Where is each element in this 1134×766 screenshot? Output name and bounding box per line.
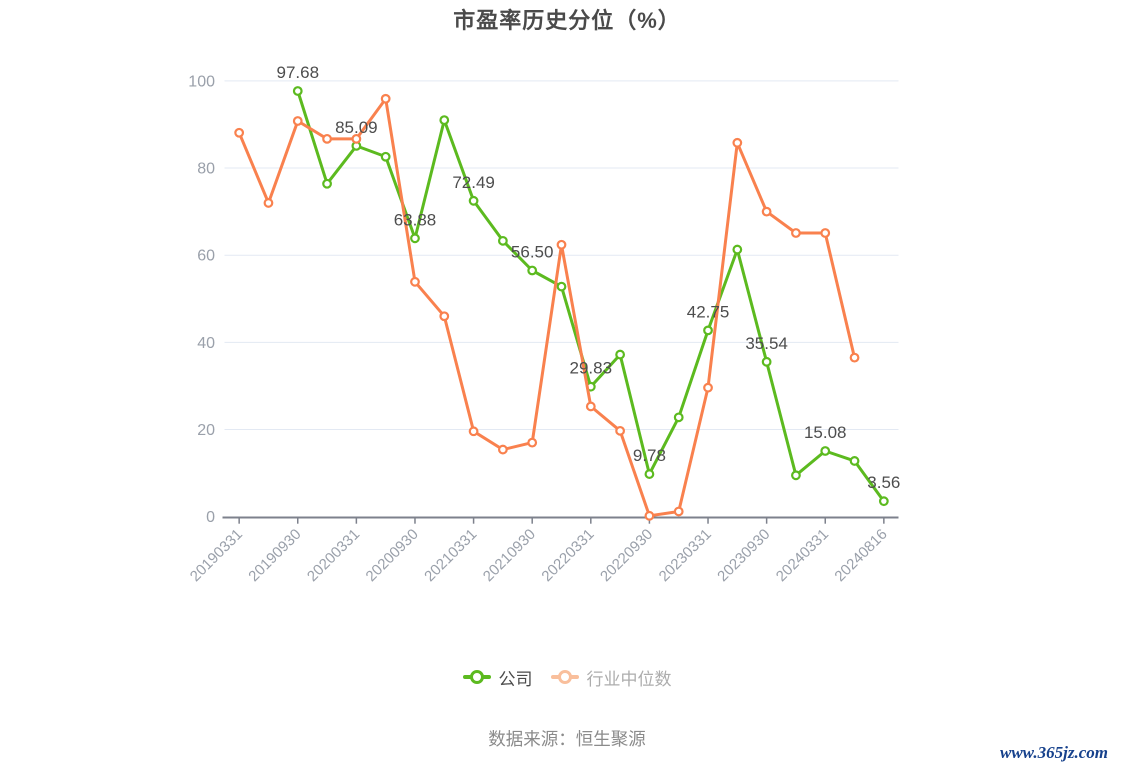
data-labels: 97.68 85.09 63.88 72.49 56.50 29.83 9.78 42.75 3… <box>276 63 900 492</box>
x-tick-label: 20230331 <box>656 526 715 585</box>
data-point-label: 85.09 <box>335 118 378 137</box>
data-point-marker[interactable] <box>615 425 626 436</box>
company-line-marker-icon <box>462 670 491 684</box>
x-tick-label: 20220930 <box>597 526 656 585</box>
y-gridlines <box>224 80 899 431</box>
data-point-marker[interactable] <box>410 276 420 287</box>
data-point-label: 56.50 <box>511 242 554 261</box>
data-point-marker[interactable] <box>322 133 332 144</box>
x-tick-label: 20200930 <box>363 526 422 585</box>
data-point-marker[interactable] <box>468 426 479 437</box>
data-point-label: 63.88 <box>394 210 437 229</box>
x-tick-label: 20200331 <box>304 526 363 585</box>
data-point-label: 72.49 <box>452 173 495 192</box>
site-watermark: www.365jz.com <box>1000 743 1108 762</box>
series-company <box>292 86 889 507</box>
data-point-label: 15.08 <box>804 423 847 442</box>
data-point-marker[interactable] <box>556 281 567 292</box>
data-point-label: 29.83 <box>570 359 613 378</box>
data-point-marker[interactable] <box>673 506 684 517</box>
data-point-marker[interactable] <box>351 133 362 144</box>
chart-title: 市盈率历史分位（%） <box>453 8 681 33</box>
data-point-marker[interactable] <box>673 412 684 423</box>
y-tick-label: 100 <box>188 73 215 90</box>
data-point-marker[interactable] <box>791 470 801 481</box>
data-point-label: 42.75 <box>687 302 730 321</box>
data-point-marker[interactable] <box>439 311 450 322</box>
y-tick-label: 0 <box>206 509 215 526</box>
data-point-marker[interactable] <box>703 382 713 393</box>
data-point-marker[interactable] <box>820 228 831 238</box>
data-point-marker[interactable] <box>380 151 391 162</box>
data-point-marker[interactable] <box>234 127 245 138</box>
x-tick-label: 20240816 <box>831 526 890 585</box>
x-tick-label: 20210331 <box>421 526 480 585</box>
data-point-marker[interactable] <box>585 401 596 412</box>
y-tick-label: 40 <box>197 335 215 352</box>
x-axis: 20190331 20190930 20200331 20200930 20210331… <box>187 516 899 585</box>
x-tick-label: 20230930 <box>714 526 773 585</box>
x-tick-label: 20190331 <box>187 526 246 585</box>
data-point-marker[interactable] <box>527 437 538 448</box>
data-point-marker[interactable] <box>380 93 391 104</box>
pe-percentile-line-chart: 0 20 40 60 80 100 20190331 20190930 20200331 2020… <box>187 63 901 585</box>
legend-label-industry-median: 行业中位数 <box>586 669 672 689</box>
industry-line-marker-icon <box>550 670 579 684</box>
data-point-marker[interactable] <box>410 233 420 244</box>
data-point-marker[interactable] <box>791 228 801 238</box>
data-point-marker[interactable] <box>878 496 889 507</box>
data-point-marker[interactable] <box>468 195 479 206</box>
data-point-marker[interactable] <box>497 235 508 246</box>
data-point-marker[interactable] <box>292 116 303 126</box>
data-point-marker[interactable] <box>761 356 772 367</box>
data-point-label: 35.54 <box>745 334 788 353</box>
data-point-marker[interactable] <box>556 239 567 250</box>
x-tick-label: 20220331 <box>538 526 597 585</box>
data-point-label: 9.78 <box>633 446 666 465</box>
data-point-marker[interactable] <box>732 137 743 148</box>
data-point-label: 3.56 <box>867 473 900 492</box>
data-point-label: 97.68 <box>276 63 319 82</box>
x-tick-label: 20190930 <box>245 526 304 585</box>
legend-item-company[interactable]: 公司 <box>462 665 533 690</box>
series-industry-median <box>234 93 860 521</box>
data-point-marker[interactable] <box>527 265 538 276</box>
data-point-marker[interactable] <box>644 469 655 479</box>
data-point-marker[interactable] <box>820 446 831 456</box>
y-tick-label: 80 <box>197 161 215 178</box>
data-point-marker[interactable] <box>497 444 508 455</box>
data-point-marker[interactable] <box>732 244 743 255</box>
data-source-note: 数据来源：恒生聚源 <box>488 729 646 749</box>
data-point-marker[interactable] <box>703 325 713 336</box>
x-tick-label: 20240331 <box>773 526 832 585</box>
legend: 公司 行业中位数 <box>0 662 1134 692</box>
data-point-marker[interactable] <box>322 178 332 189</box>
x-tick-label: 20210930 <box>480 526 539 585</box>
legend-item-industry-median[interactable]: 行业中位数 <box>550 665 672 690</box>
y-tick-label: 60 <box>197 248 215 265</box>
data-point-marker[interactable] <box>849 456 860 466</box>
data-point-marker[interactable] <box>644 510 655 521</box>
data-point-marker[interactable] <box>761 206 772 217</box>
legend-label-company: 公司 <box>498 669 533 689</box>
data-point-marker[interactable] <box>615 349 626 360</box>
y-axis-labels: 0 20 40 60 80 100 <box>188 73 215 526</box>
data-point-marker[interactable] <box>849 352 860 363</box>
y-tick-label: 20 <box>197 422 215 439</box>
data-point-marker[interactable] <box>263 198 274 208</box>
data-point-marker[interactable] <box>292 86 303 96</box>
data-point-marker[interactable] <box>439 115 450 126</box>
series-line <box>237 97 856 518</box>
